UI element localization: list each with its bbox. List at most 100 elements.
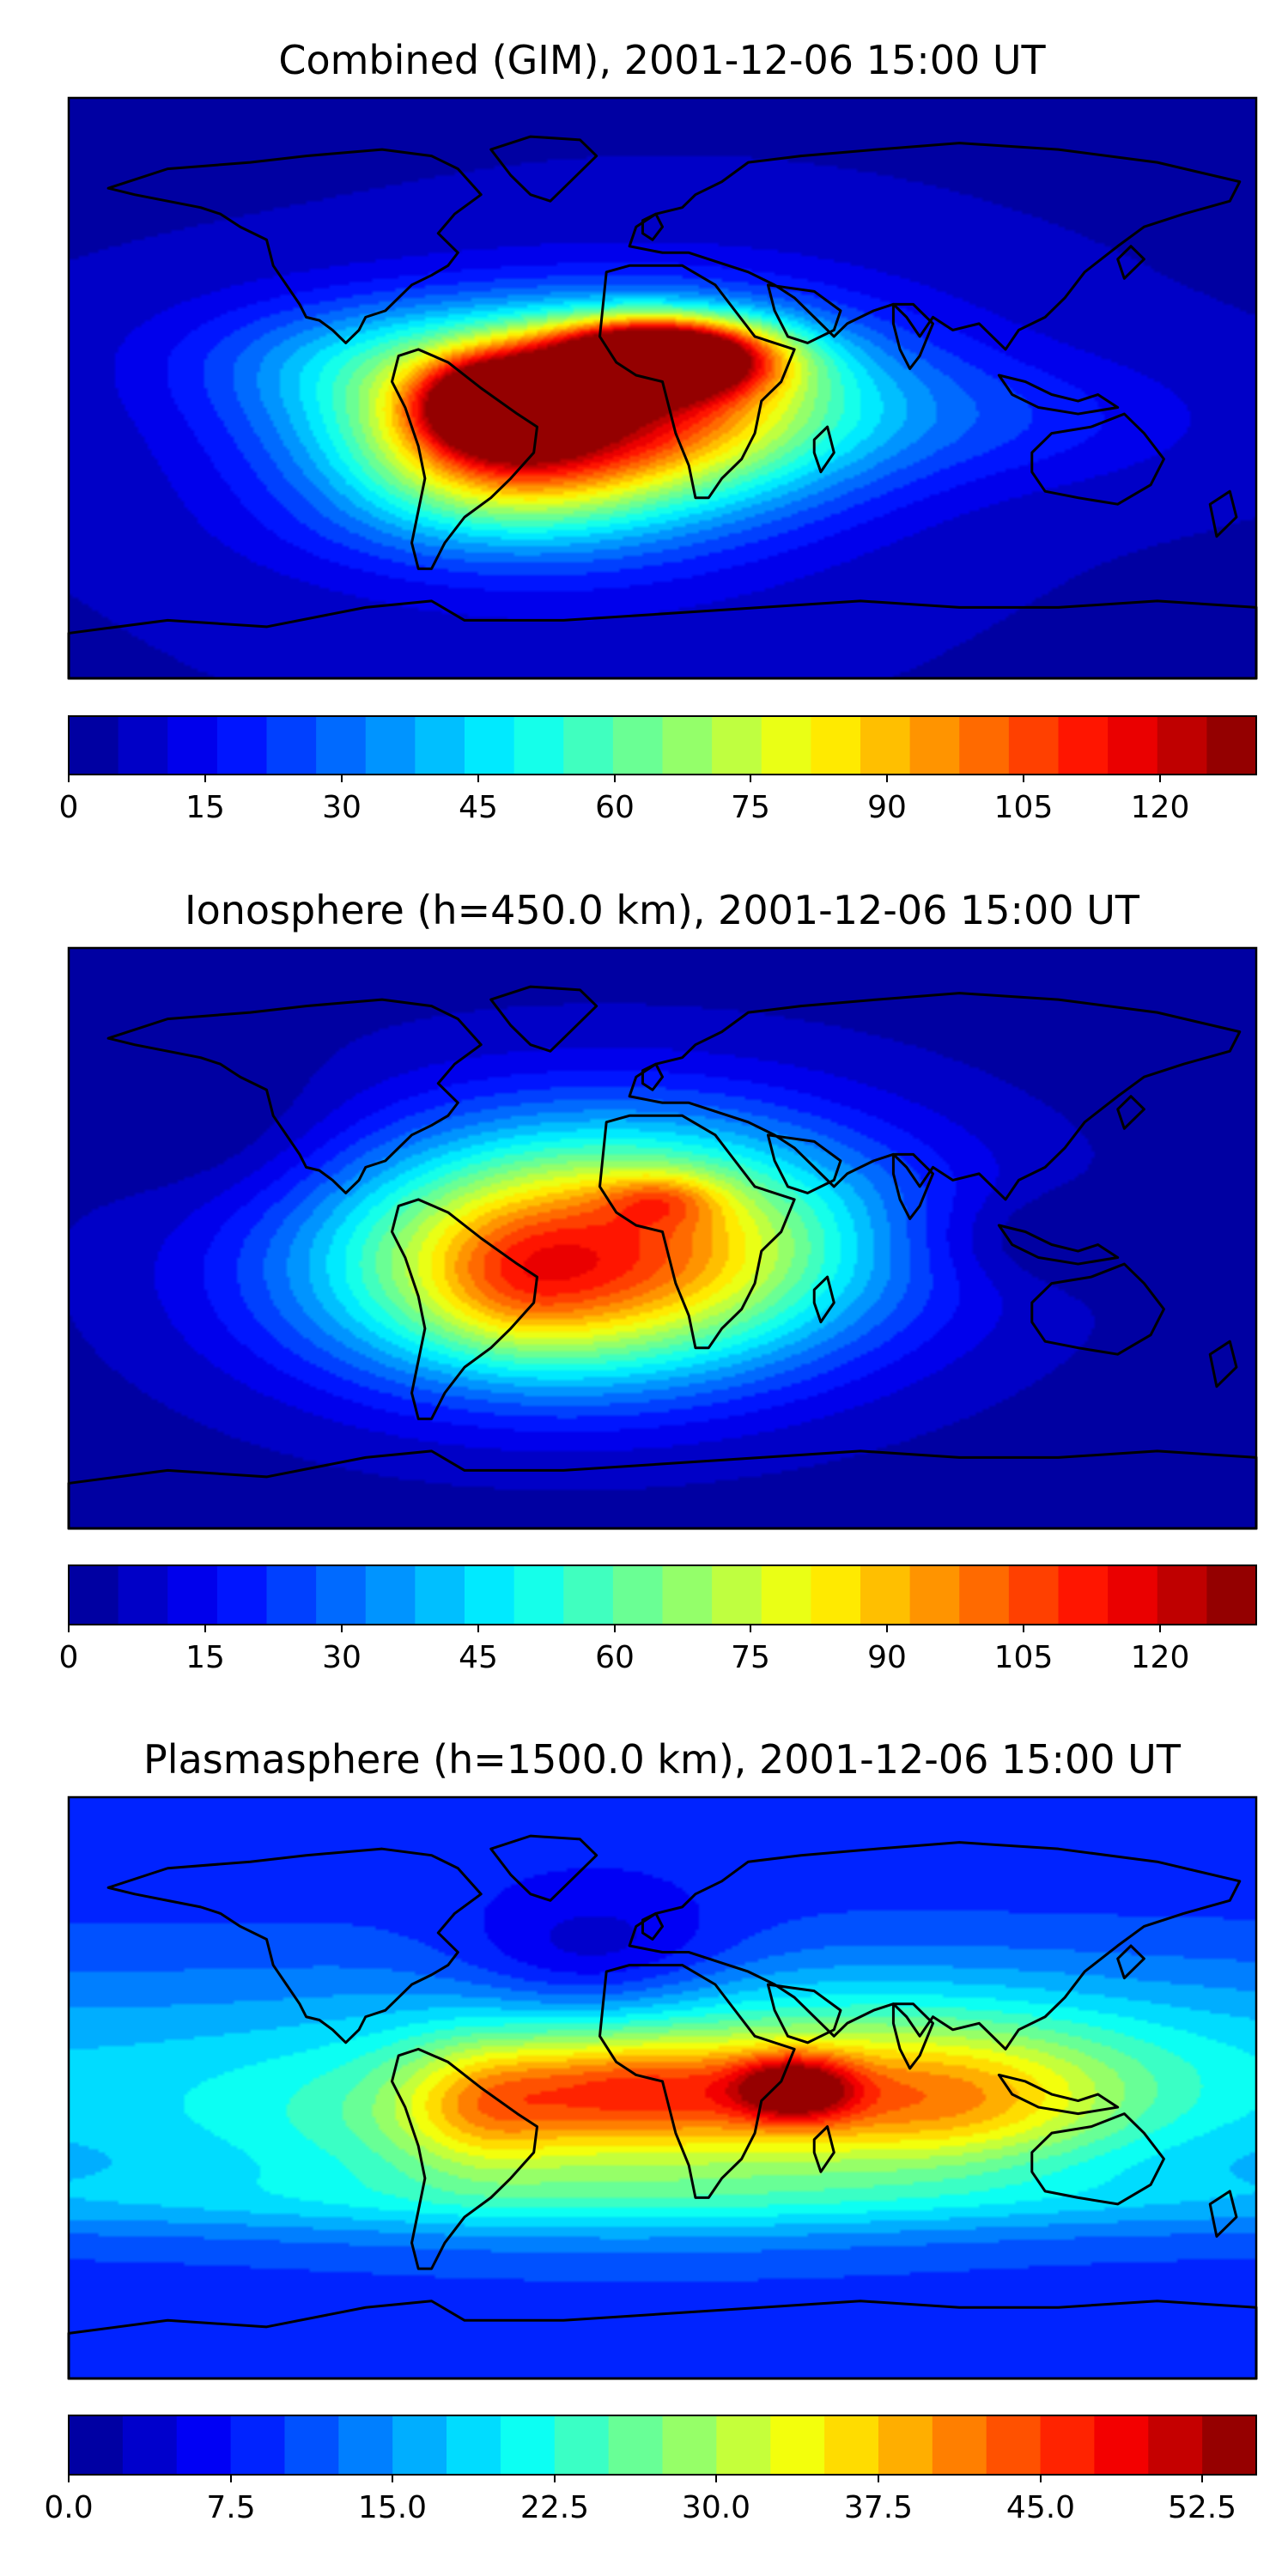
colorbar-tick-label: 30 xyxy=(322,790,361,825)
colorbar-level xyxy=(167,716,218,775)
panel-combined: Combined (GIM), 2001-12-06 15:00 UT 0 15… xyxy=(59,37,1257,825)
map-title: Combined (GIM), 2001-12-06 15:00 UT xyxy=(278,37,1046,83)
colorbar-level xyxy=(447,2415,501,2475)
map-title: Plasmasphere (h=1500.0 km), 2001-12-06 1… xyxy=(143,1736,1182,1783)
coastline-arabia xyxy=(768,1984,841,2043)
colorbar-tick-label: 15.0 xyxy=(358,2490,427,2525)
colorbar-level xyxy=(1157,716,1207,775)
colorbar-level xyxy=(1040,2415,1096,2475)
coastline-greenland xyxy=(491,987,597,1051)
colorbar-level xyxy=(216,716,268,775)
colorbar-level xyxy=(563,716,614,775)
coastline-australia xyxy=(1032,414,1164,504)
coastline-india xyxy=(893,304,933,368)
colorbar-tick-label: 15 xyxy=(185,1640,225,1675)
map-frame xyxy=(67,946,1258,1530)
colorbar-level xyxy=(415,716,465,775)
colorbar-level xyxy=(662,2415,717,2475)
colorbar-level xyxy=(266,1565,317,1625)
colorbar-level xyxy=(1202,2415,1257,2475)
colorbar-tick-label: 60 xyxy=(595,1640,635,1675)
colorbar-tick-label: 0.0 xyxy=(44,2490,93,2525)
coastline-south-america xyxy=(392,2049,537,2269)
colorbar-level xyxy=(662,1565,713,1625)
colorbar-tick-label: 120 xyxy=(1131,790,1190,825)
coastline-greenland xyxy=(491,137,597,201)
colorbar: 0.0 7.5 15.0 22.5 30.0 37.5 45.0 52.5 xyxy=(44,2415,1257,2525)
colorbar-tick-label: 0 xyxy=(59,790,79,825)
coastline-africa xyxy=(600,1965,795,2198)
colorbar-tick-label: 52.5 xyxy=(1168,2490,1236,2525)
colorbar-level xyxy=(1008,1565,1060,1625)
colorbar-tick-labels: 0 15 30 45 60 75 90 105 120 xyxy=(59,1640,1190,1675)
colorbar-ticks xyxy=(68,775,1161,782)
colorbar-level xyxy=(1206,1565,1257,1625)
colorbar-level xyxy=(1108,716,1158,775)
colorbar-level xyxy=(284,2415,339,2475)
colorbar-level xyxy=(959,1565,1010,1625)
colorbar-tick-label: 7.5 xyxy=(206,2490,255,2525)
colorbar-level xyxy=(230,2415,286,2475)
colorbar-level xyxy=(118,1565,168,1625)
coastline-uk xyxy=(642,1064,662,1090)
coastline-japan xyxy=(1118,1946,1145,1978)
colorbar-level xyxy=(122,2415,178,2475)
colorbar-tick-label: 22.5 xyxy=(520,2490,589,2525)
colorbar-level xyxy=(860,1565,911,1625)
colorbar-level xyxy=(554,2415,610,2475)
coastline-new-zealand xyxy=(1210,491,1236,537)
colorbar-tick-label: 30.0 xyxy=(682,2490,750,2525)
colorbar-tick-label: 30 xyxy=(322,1640,361,1675)
map-area xyxy=(67,1795,1258,2380)
coastline-indonesia xyxy=(999,2075,1117,2113)
coastline-greenland xyxy=(491,1836,597,1900)
colorbar-level xyxy=(167,1565,218,1625)
colorbar-level xyxy=(1206,716,1257,775)
colorbar-tick-label: 90 xyxy=(867,1640,907,1675)
coastline-india xyxy=(893,1154,933,1218)
colorbar-frame xyxy=(68,715,1257,775)
coastline-india xyxy=(893,2004,933,2069)
colorbar-level xyxy=(932,2415,987,2475)
coastline-japan xyxy=(1118,246,1145,279)
colorbar-level xyxy=(770,2415,825,2475)
colorbar-level xyxy=(761,716,811,775)
colorbar-level xyxy=(465,1565,515,1625)
coastline-africa xyxy=(600,1115,795,1347)
colorbar-level xyxy=(415,1565,465,1625)
colorbar-level xyxy=(1094,2415,1149,2475)
colorbar-level xyxy=(316,1565,367,1625)
coastline-south-america xyxy=(392,349,537,568)
colorbar-level xyxy=(338,2415,393,2475)
colorbar-level xyxy=(513,1565,564,1625)
colorbar-tick-label: 0 xyxy=(59,1640,79,1675)
coastline-australia xyxy=(1032,1264,1164,1354)
coastline-japan xyxy=(1118,1097,1145,1129)
colorbar-level xyxy=(662,716,713,775)
colorbar-level xyxy=(716,2415,771,2475)
map-frame xyxy=(67,96,1258,680)
colorbar-tick-label: 75 xyxy=(731,1640,770,1675)
colorbar-tick-labels: 0.0 7.5 15.0 22.5 30.0 37.5 45.0 52.5 xyxy=(44,2490,1236,2525)
coastline-indonesia xyxy=(999,1225,1117,1264)
colorbar-tick-labels: 0 15 30 45 60 75 90 105 120 xyxy=(59,790,1190,825)
coastline-australia xyxy=(1032,2114,1164,2204)
coastline-indonesia xyxy=(999,375,1117,414)
coastline-arabia xyxy=(768,285,841,343)
coastline-north-america xyxy=(108,1849,481,2043)
colorbar-level xyxy=(811,716,861,775)
colorbar-level xyxy=(860,716,911,775)
coastline-north-america xyxy=(108,999,481,1193)
colorbar-level xyxy=(1058,716,1109,775)
colorbar-frame xyxy=(68,2415,1257,2476)
coastline-eurasia xyxy=(629,1843,1240,2050)
map-frame xyxy=(67,1795,1258,2380)
coastline-madagascar xyxy=(814,427,834,472)
tec-heatmap xyxy=(69,948,1256,1528)
colorbar-level xyxy=(608,2415,664,2475)
colorbar-level xyxy=(712,716,762,775)
colorbar-level xyxy=(266,716,317,775)
coastline-eurasia xyxy=(629,993,1240,1200)
colorbar-tick-label: 60 xyxy=(595,790,635,825)
